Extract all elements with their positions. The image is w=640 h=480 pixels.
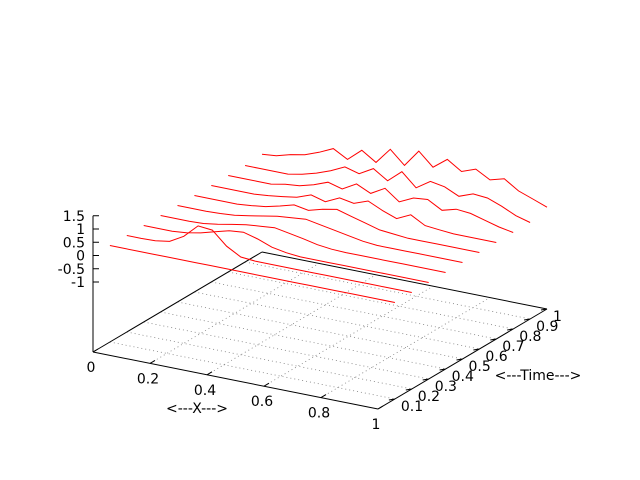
grid-line-time bbox=[228, 271, 514, 330]
x-tick bbox=[149, 359, 156, 364]
time-tick bbox=[540, 308, 548, 311]
time-tick bbox=[507, 328, 514, 331]
series-layer bbox=[109, 148, 548, 303]
axes bbox=[92, 215, 548, 410]
z-tick-label: -1 bbox=[71, 275, 85, 291]
grid-line-time bbox=[211, 281, 497, 340]
x-tick-label: 0.2 bbox=[137, 371, 159, 387]
x-tick bbox=[263, 382, 270, 387]
grid-line-x bbox=[320, 297, 491, 398]
series-line bbox=[245, 165, 531, 223]
time-tick-label: 0.5 bbox=[469, 359, 491, 375]
time-tick bbox=[473, 348, 480, 351]
x-axis-title: <---X---> bbox=[166, 401, 228, 417]
time-tick-label: 0.4 bbox=[452, 369, 474, 385]
grid-layer bbox=[109, 261, 531, 400]
x-tick bbox=[92, 348, 99, 353]
series-line bbox=[211, 185, 497, 243]
grid-line-time bbox=[245, 261, 531, 320]
time-tick bbox=[456, 358, 463, 361]
series-line bbox=[228, 175, 514, 233]
back-axis-line bbox=[92, 251, 263, 353]
series-line bbox=[109, 245, 395, 303]
grid-line-x bbox=[206, 274, 377, 376]
grid-line-x bbox=[263, 285, 434, 387]
axis-labels: 1.510.50-0.5-100.20.40.60.810.10.20.30.4… bbox=[58, 209, 582, 433]
series-line bbox=[143, 225, 429, 283]
time-tick bbox=[490, 338, 497, 341]
x-tick-label: 0.4 bbox=[194, 383, 216, 399]
x-tick-label: 1 bbox=[372, 417, 381, 433]
time-tick-label: 0.1 bbox=[401, 399, 423, 415]
x-axis-line bbox=[92, 351, 379, 410]
grid-line-time bbox=[177, 301, 463, 360]
time-tick-label: 0.9 bbox=[536, 319, 558, 335]
grid-line-time bbox=[160, 311, 446, 370]
series-line bbox=[177, 205, 463, 263]
grid-line-x bbox=[149, 263, 320, 364]
grid-line-time bbox=[126, 331, 412, 390]
time-tick bbox=[439, 368, 446, 371]
grid-line-time bbox=[109, 341, 395, 400]
x-tick-label: 0.8 bbox=[308, 406, 330, 422]
time-tick bbox=[405, 388, 412, 391]
x-tick bbox=[320, 394, 327, 399]
series-line bbox=[261, 148, 548, 208]
x-tick bbox=[377, 405, 384, 410]
far-axis-line bbox=[261, 251, 548, 310]
time-tick-label: 0.6 bbox=[485, 349, 507, 365]
time-axis-title: <---Time---> bbox=[495, 368, 582, 384]
x-tick bbox=[206, 371, 213, 376]
z-tick-label: 0.5 bbox=[63, 235, 85, 251]
time-tick-label: 0.8 bbox=[519, 329, 541, 345]
time-tick bbox=[422, 378, 429, 381]
time-tick-label: 1 bbox=[553, 309, 562, 325]
z-tick-label: 1.5 bbox=[63, 209, 85, 225]
x-tick-label: 0 bbox=[87, 360, 96, 376]
time-tick bbox=[524, 318, 531, 321]
time-tick-label: 0.3 bbox=[435, 379, 457, 395]
time-tick-label: 0.2 bbox=[418, 389, 440, 405]
grid-line-time bbox=[143, 321, 429, 380]
x-tick-label: 0.6 bbox=[251, 394, 273, 410]
z-tick-label: -0.5 bbox=[58, 262, 85, 278]
z-tick-label: 1 bbox=[76, 222, 85, 238]
time-tick-label: 0.7 bbox=[502, 339, 524, 355]
time-tick bbox=[388, 398, 395, 401]
z-tick-label: 0 bbox=[76, 249, 85, 265]
series-line bbox=[160, 215, 446, 273]
grid-line-time bbox=[194, 291, 480, 350]
series-line bbox=[194, 195, 480, 253]
series-line bbox=[126, 225, 412, 293]
